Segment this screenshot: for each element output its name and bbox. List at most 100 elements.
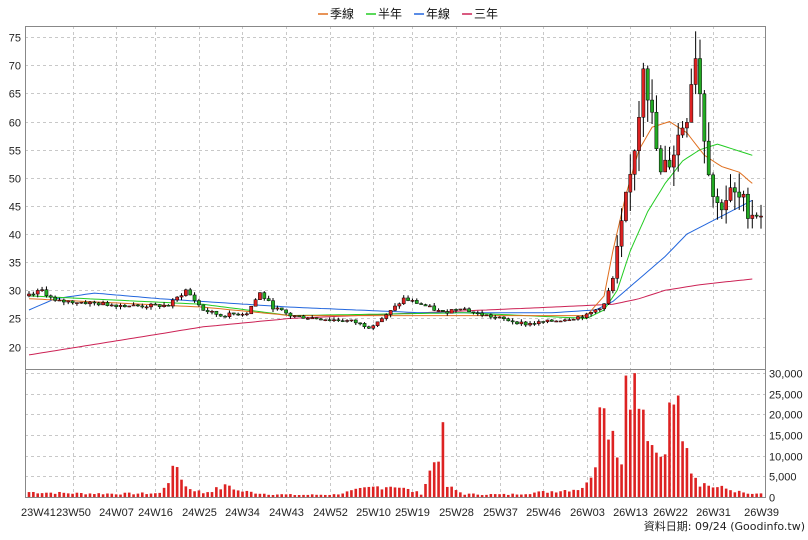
candle-body [62,299,66,303]
legend-label-1: 季線 [330,6,354,21]
volume-bar [223,484,227,497]
volume-bar [567,491,571,497]
x-tick-26W39: 26W39 [744,507,779,519]
volume-bar [441,422,445,497]
volume-bar [550,491,554,497]
volume-bar [345,491,349,497]
volume-bar [66,493,70,497]
x-tick-24W07: 24W07 [99,507,134,519]
volume-bar [624,375,628,497]
candle-body [563,319,567,322]
candle-body [672,154,676,168]
volume-tick-5: 25,000 [769,390,803,402]
volume-bar [75,492,79,497]
volume-bar [689,473,693,497]
volume-bar [511,493,514,497]
candle-body [345,320,349,322]
volume-bar [315,494,318,497]
volume-bar [493,494,497,497]
candle-body [689,84,694,123]
candle-body [611,278,615,292]
x-tick-24W43: 24W43 [269,507,304,519]
volume-bar [206,492,209,497]
volume-bar [40,493,44,497]
legend-label-4: 三年 [474,7,498,21]
candle-body [327,319,332,321]
volume-bar [445,486,449,497]
candle-body [733,187,737,193]
volume-bar [633,373,636,497]
volume-bar [467,493,471,497]
candle-body [719,202,724,211]
candle-body [118,304,123,307]
candle-body [741,193,746,198]
x-tick-23W50: 23W50 [56,507,91,519]
candle-body [210,310,214,313]
volume-bar [406,488,410,497]
volume-bar [132,494,135,497]
volume-bar [201,493,205,497]
legend-label-3: 年線 [426,6,450,21]
candle-body [532,323,537,325]
legend: 季線 半年 年線 三年 [318,6,498,21]
candle-body [384,314,389,319]
candle-body [650,99,654,113]
volume-bar [759,493,763,497]
volume-bar [733,492,737,497]
candle-body [471,311,476,314]
candle-body [593,309,598,313]
candle-body [188,289,193,296]
candle-body [637,117,641,152]
volume-bar [193,491,196,497]
candle-body [393,305,397,311]
candle-body [584,313,589,319]
candle-body [462,308,467,311]
volume-bar [149,493,153,497]
candle-body [175,296,179,301]
x-tick-26W22: 26W22 [653,507,688,519]
volume-tick-4: 20,000 [769,410,803,422]
price-tick-45: 45 [9,202,21,214]
candle-body [589,312,593,315]
volume-bar [62,492,66,497]
x-tick-26W03: 26W03 [570,507,605,519]
price-tick-55: 55 [9,146,21,158]
candle-body [140,305,145,308]
volume-bar [398,487,401,497]
candle-body [567,319,572,322]
candle-body [127,305,132,308]
x-tick-25W28: 25W28 [439,507,474,519]
volume-bar [310,494,314,497]
volume-bar [607,439,610,497]
price-axis-ticks: 20 25 30 35 40 45 50 55 60 65 70 75 [9,33,21,355]
x-tick-23W41: 23W41 [21,507,56,519]
volume-bar [703,483,706,497]
candle-body [153,303,158,306]
candle-body [170,299,175,307]
volume-bar [341,493,345,497]
volume-bar [581,487,584,497]
candle-body [236,313,240,316]
candle-body [685,122,689,129]
candle-body [306,318,310,320]
x-tick-25W10: 25W10 [356,507,391,519]
volume-bar [167,483,170,497]
candle-body [271,300,275,310]
candle-body [528,323,532,326]
candle-body [214,310,219,315]
candle-body [144,306,149,309]
volume-bar [45,492,48,497]
volume-bar [737,490,741,497]
volume-bar [297,495,301,497]
volume-bar [637,408,641,497]
volume-bar [241,491,244,497]
candle-body [136,304,140,307]
candle-body [353,319,358,324]
candle-body [436,310,441,312]
volume-bar [393,487,397,497]
volume-bar [533,492,536,497]
candle-body [663,159,667,173]
candle-body [179,295,184,298]
volume-bar [659,456,663,497]
